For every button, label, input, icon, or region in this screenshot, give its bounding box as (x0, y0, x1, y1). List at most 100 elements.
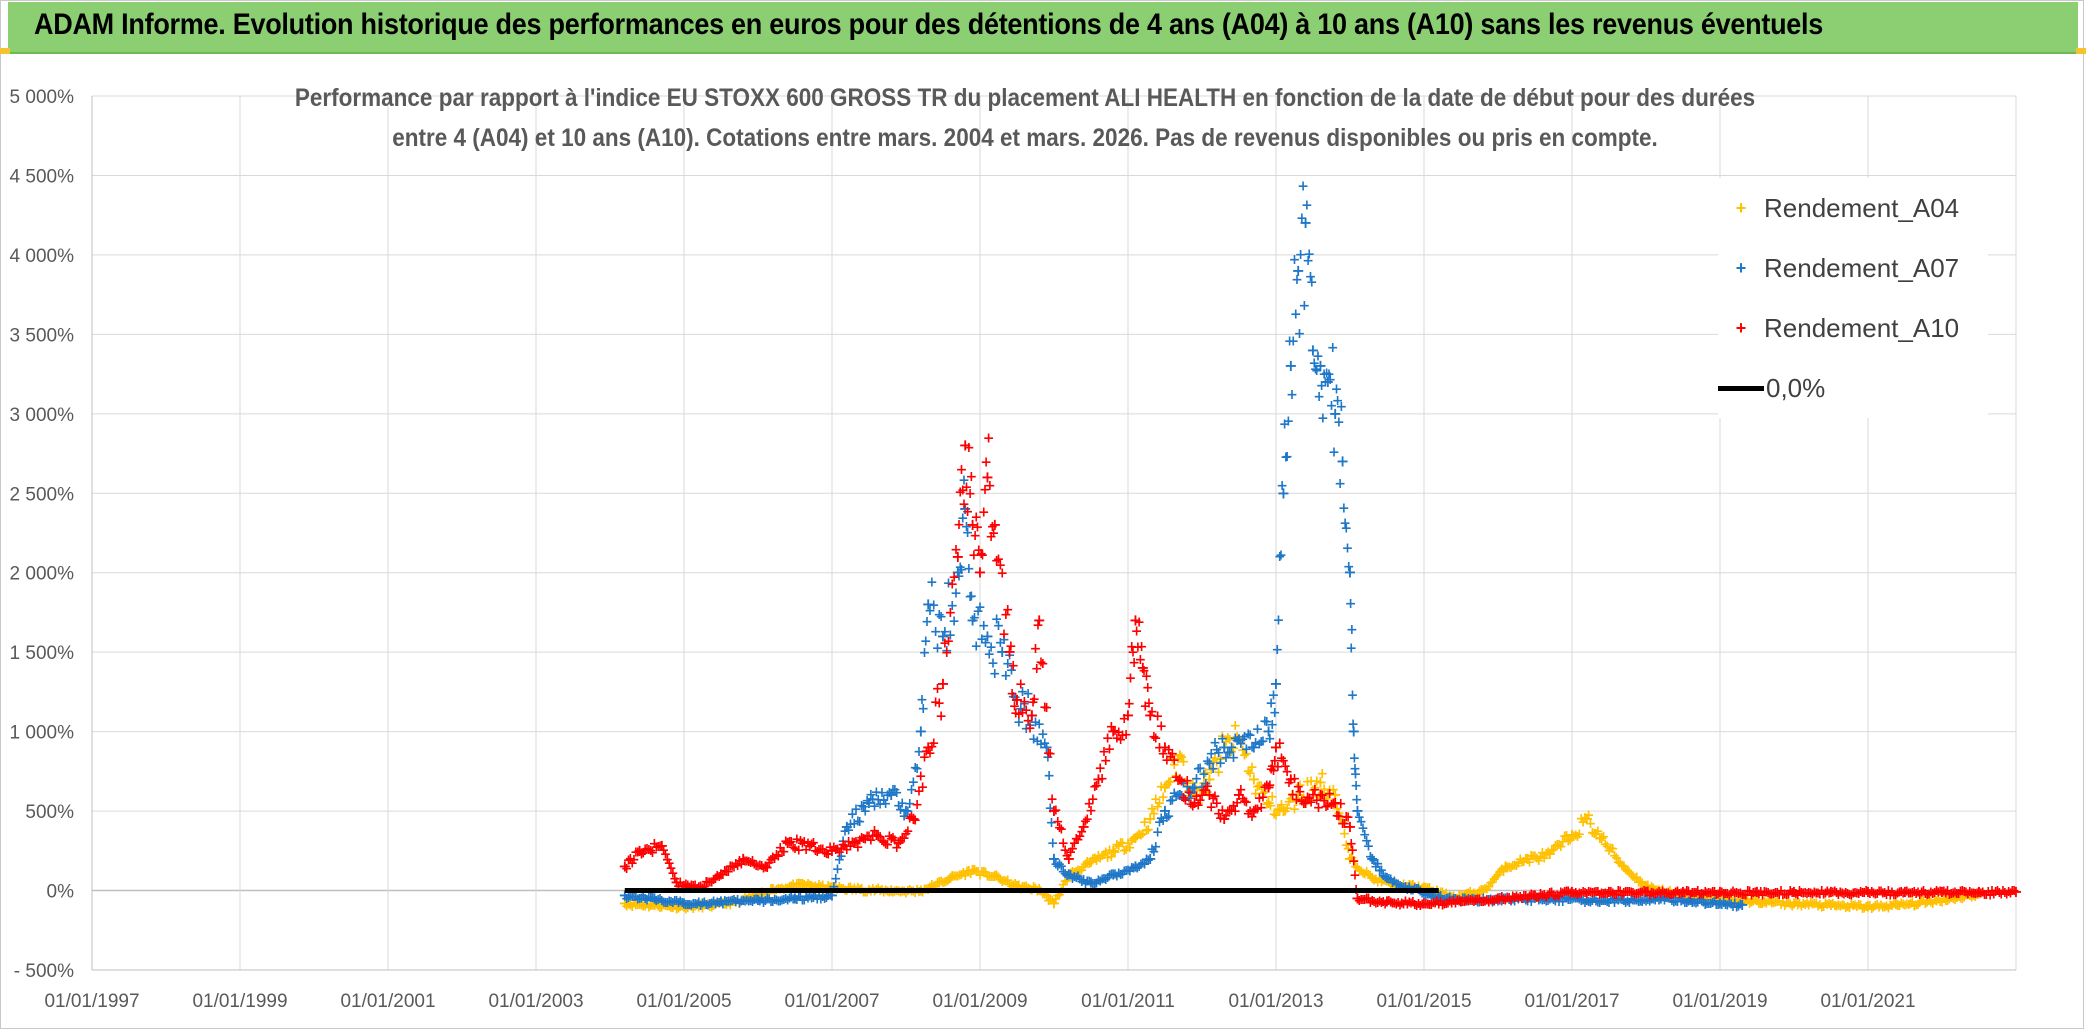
point-rendement-a04: + (1918, 893, 1930, 909)
point-rendement-a07: + (909, 760, 921, 776)
point-rendement-a04: + (1599, 837, 1611, 853)
point-rendement-a04: + (1908, 898, 1920, 914)
point-rendement-a07: + (1485, 891, 1497, 907)
point-rendement-a04: + (1907, 894, 1919, 910)
point-rendement-a04: + (1697, 889, 1709, 905)
point-rendement-a07: + (661, 895, 673, 911)
point-rendement-a04: + (1698, 887, 1711, 906)
point-rendement-a04: + (785, 879, 797, 895)
point-rendement-a10: + (906, 809, 918, 825)
x-tick-label: 01/01/2013 (1228, 991, 1323, 1012)
point-rendement-a07: + (872, 792, 884, 808)
point-rendement-a07: + (1716, 897, 1728, 913)
legend-label-a04: Rendement_A04 (1764, 192, 1960, 223)
point-rendement-a07: + (680, 897, 692, 913)
point-rendement-a04: + (978, 864, 990, 880)
point-rendement-a04: + (1453, 888, 1465, 904)
point-rendement-a07: + (704, 896, 716, 912)
point-rendement-a10: + (832, 842, 844, 858)
point-rendement-a07: + (1313, 389, 1325, 405)
point-rendement-a07: + (835, 849, 847, 865)
point-rendement-a04: + (1773, 894, 1785, 910)
point-rendement-a07: + (1616, 892, 1628, 908)
point-rendement-a07: + (1444, 890, 1456, 906)
point-rendement-a04: + (1623, 864, 1635, 880)
point-rendement-a07: + (1605, 892, 1617, 908)
point-rendement-a04: + (1525, 848, 1537, 864)
point-rendement-a10: + (950, 542, 962, 558)
point-rendement-a10: + (1115, 732, 1127, 748)
point-rendement-a04: + (1635, 874, 1647, 890)
point-rendement-a07: + (978, 618, 990, 634)
point-rendement-a07: + (1620, 895, 1632, 911)
point-rendement-a07: + (1555, 890, 1567, 906)
point-rendement-a04: + (1847, 898, 1859, 914)
point-rendement-a10: + (719, 863, 731, 879)
point-rendement-a04: + (1562, 833, 1574, 849)
point-rendement-a04: + (987, 869, 999, 885)
point-rendement-a07: + (1398, 880, 1410, 896)
point-rendement-a07: + (1120, 863, 1132, 879)
point-rendement-a07: + (840, 817, 853, 836)
point-rendement-a07: + (1228, 750, 1240, 766)
point-rendement-a04: + (732, 892, 744, 908)
point-rendement-a04: + (1020, 878, 1032, 894)
point-rendement-a04: + (1433, 886, 1445, 902)
point-rendement-a07: + (1043, 768, 1055, 784)
point-rendement-a07: + (1422, 886, 1434, 902)
point-rendement-a07: + (1215, 756, 1227, 772)
point-rendement-a10: + (750, 858, 762, 874)
point-rendement-a07: + (1213, 745, 1225, 761)
point-rendement-a04: + (1007, 877, 1019, 893)
point-rendement-a07: + (1455, 893, 1467, 909)
point-rendement-a10: + (809, 843, 821, 859)
point-rendement-a07: + (632, 892, 644, 908)
point-rendement-a04: + (1307, 782, 1319, 798)
point-rendement-a07: + (1487, 895, 1499, 911)
point-rendement-a07: + (948, 613, 960, 629)
point-rendement-a10: + (1128, 655, 1140, 671)
point-rendement-a04: + (1216, 728, 1228, 744)
point-rendement-a07: + (1636, 894, 1648, 910)
point-rendement-a10: + (843, 834, 855, 850)
point-rendement-a04: + (1070, 864, 1082, 880)
point-rendement-a04: + (1318, 781, 1330, 797)
point-rendement-a04: + (1509, 857, 1521, 873)
point-rendement-a07: + (1416, 885, 1428, 901)
point-rendement-a04: + (1220, 734, 1232, 750)
point-rendement-a07: + (1701, 896, 1713, 912)
point-rendement-a04: + (1801, 896, 1813, 912)
point-rendement-a10: + (1022, 713, 1034, 729)
point-rendement-a07: + (1672, 894, 1684, 910)
point-rendement-a04: + (684, 897, 696, 913)
point-rendement-a04: + (1753, 896, 1765, 912)
point-rendement-a04: + (1720, 892, 1732, 908)
x-tick-label: 01/01/1997 (44, 991, 139, 1012)
point-rendement-a04: + (809, 878, 821, 894)
point-rendement-a07: + (1202, 754, 1214, 770)
point-rendement-a10: + (870, 825, 883, 844)
point-rendement-a10: + (633, 841, 646, 860)
point-rendement-a07: + (717, 896, 729, 912)
point-rendement-a04: + (1343, 849, 1356, 868)
point-rendement-a07: + (671, 893, 683, 909)
point-rendement-a07: + (1562, 892, 1574, 908)
point-rendement-a04: + (1553, 837, 1565, 853)
point-rendement-a07: + (1209, 735, 1221, 751)
point-rendement-a07: + (1176, 788, 1188, 804)
point-rendement-a04: + (1129, 828, 1142, 847)
point-rendement-a07: + (1347, 688, 1359, 704)
point-rendement-a07: + (1311, 363, 1323, 379)
point-rendement-a04: + (1710, 890, 1722, 906)
point-rendement-a04: + (1157, 790, 1169, 806)
point-rendement-a07: + (1163, 809, 1175, 825)
point-rendement-a07: + (1520, 893, 1532, 909)
point-rendement-a07: + (843, 823, 855, 839)
point-rendement-a04: + (1622, 863, 1634, 879)
point-rendement-a10: + (1349, 867, 1361, 883)
point-rendement-a10: + (830, 842, 842, 858)
point-rendement-a07: + (862, 793, 875, 812)
legend-line-zero (1718, 385, 1764, 391)
point-rendement-a04: + (1947, 891, 1959, 907)
point-rendement-a04: + (1666, 886, 1678, 902)
